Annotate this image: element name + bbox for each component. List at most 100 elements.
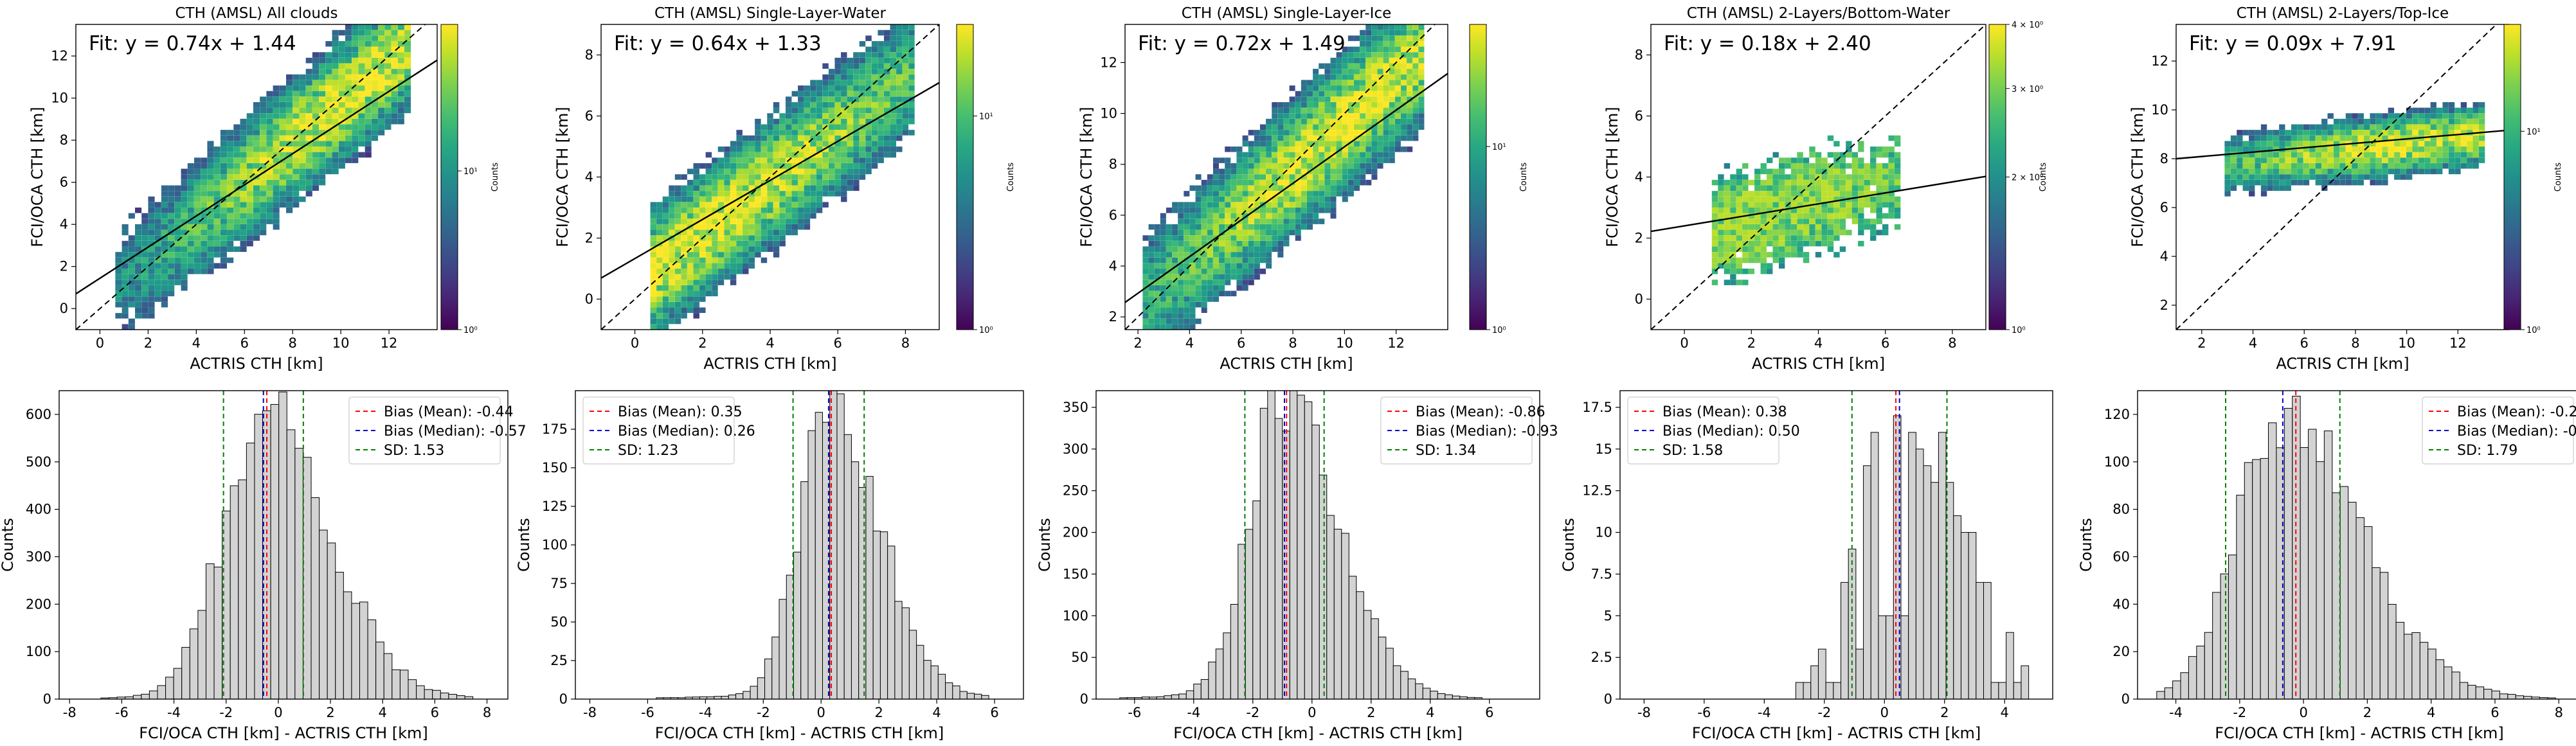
density-cell (841, 74, 847, 80)
density-cell (227, 196, 234, 202)
density-cell (712, 174, 718, 180)
density-cell (1212, 252, 1219, 258)
density-cell (1360, 102, 1366, 108)
density-cell (693, 263, 699, 269)
density-cell (761, 141, 768, 147)
density-cell (2375, 168, 2382, 175)
density-cell (1195, 280, 1202, 285)
density-cell (1324, 185, 1331, 191)
density-cell (717, 235, 725, 241)
density-cell (2436, 152, 2443, 158)
density-cell (1383, 52, 1389, 58)
density-cell (748, 240, 755, 247)
density-cell (141, 301, 149, 308)
density-cell (1827, 196, 1834, 202)
density-cell (1711, 191, 1718, 197)
density-cell (1772, 257, 1779, 263)
density-cell (2370, 113, 2376, 119)
density-cell (2448, 113, 2455, 119)
density-cell (2460, 102, 2467, 108)
density-cell (128, 246, 135, 253)
density-cell (902, 63, 909, 69)
density-cell (1888, 191, 1895, 197)
density-cell (299, 174, 306, 180)
density-cell (253, 102, 260, 108)
density-cell (2291, 174, 2298, 180)
density-cell (1160, 252, 1166, 258)
density-cell (1809, 218, 1815, 224)
density-cell (1888, 179, 1895, 186)
density-cell (761, 124, 768, 130)
density-cell (1166, 224, 1172, 230)
density-cell (1354, 174, 1360, 180)
density-cell (798, 85, 804, 91)
density-cell (859, 85, 866, 91)
density-cell (2333, 174, 2340, 180)
density-cell (681, 301, 687, 308)
density-cell (1306, 152, 1313, 158)
density-cell (168, 246, 175, 253)
density-cell (253, 168, 260, 175)
density-cell (1160, 263, 1166, 269)
density-cell (2345, 152, 2352, 158)
density-cell (2267, 179, 2273, 186)
density-cell (748, 135, 755, 141)
density-cell (279, 191, 286, 197)
density-cell (1371, 163, 1378, 169)
y-tick-label: 0 (1080, 691, 1088, 707)
density-cell (338, 163, 345, 169)
density-cell (293, 163, 300, 169)
density-cell (325, 130, 332, 136)
density-cell (2400, 135, 2406, 141)
density-cell (1383, 57, 1389, 64)
density-cell (161, 213, 168, 219)
density-cell (859, 40, 866, 47)
density-cell (246, 152, 253, 158)
density-cell (1851, 213, 1859, 219)
density-cell (761, 174, 768, 180)
density-cell (1809, 240, 1815, 247)
density-cell (699, 191, 706, 197)
density-cell (705, 269, 712, 274)
density-cell (260, 163, 267, 169)
density-cell (699, 224, 706, 230)
density-cell (1248, 280, 1254, 285)
density-cell (841, 85, 847, 91)
density-cell (397, 35, 404, 41)
density-cell (1371, 135, 1378, 141)
density-cell (2242, 185, 2249, 191)
density-cell (2375, 113, 2382, 119)
density-cell (785, 179, 792, 186)
histogram-bar (1445, 694, 1453, 700)
density-cell (1207, 240, 1213, 247)
density-cell (1184, 307, 1190, 314)
density-cell (266, 179, 273, 186)
density-cell (1870, 152, 1877, 158)
density-cell (896, 85, 903, 91)
density-cell (890, 40, 897, 47)
density-cell (687, 208, 694, 213)
density-cell (266, 163, 273, 169)
density-cell (1412, 91, 1419, 97)
density-cell (1767, 208, 1773, 213)
density-cell (822, 174, 829, 180)
density-cell (246, 135, 253, 141)
density-cell (755, 124, 761, 130)
density-cell (161, 246, 168, 253)
density-cell (1301, 168, 1307, 175)
density-cell (1259, 269, 1266, 274)
histogram-bar (2355, 517, 2364, 700)
y-tick-label: 10 (2151, 102, 2168, 118)
density-cell (1371, 124, 1378, 130)
density-cell (1289, 130, 1295, 136)
density-cell (1330, 85, 1337, 91)
y-tick-label: 100 (2104, 454, 2130, 470)
density-cell (1724, 263, 1731, 269)
density-cell (1754, 218, 1761, 224)
density-cell (1827, 218, 1834, 224)
density-cell (1360, 46, 1366, 53)
density-cell (1160, 235, 1166, 241)
density-cell (669, 285, 675, 291)
density-cell (325, 74, 332, 80)
